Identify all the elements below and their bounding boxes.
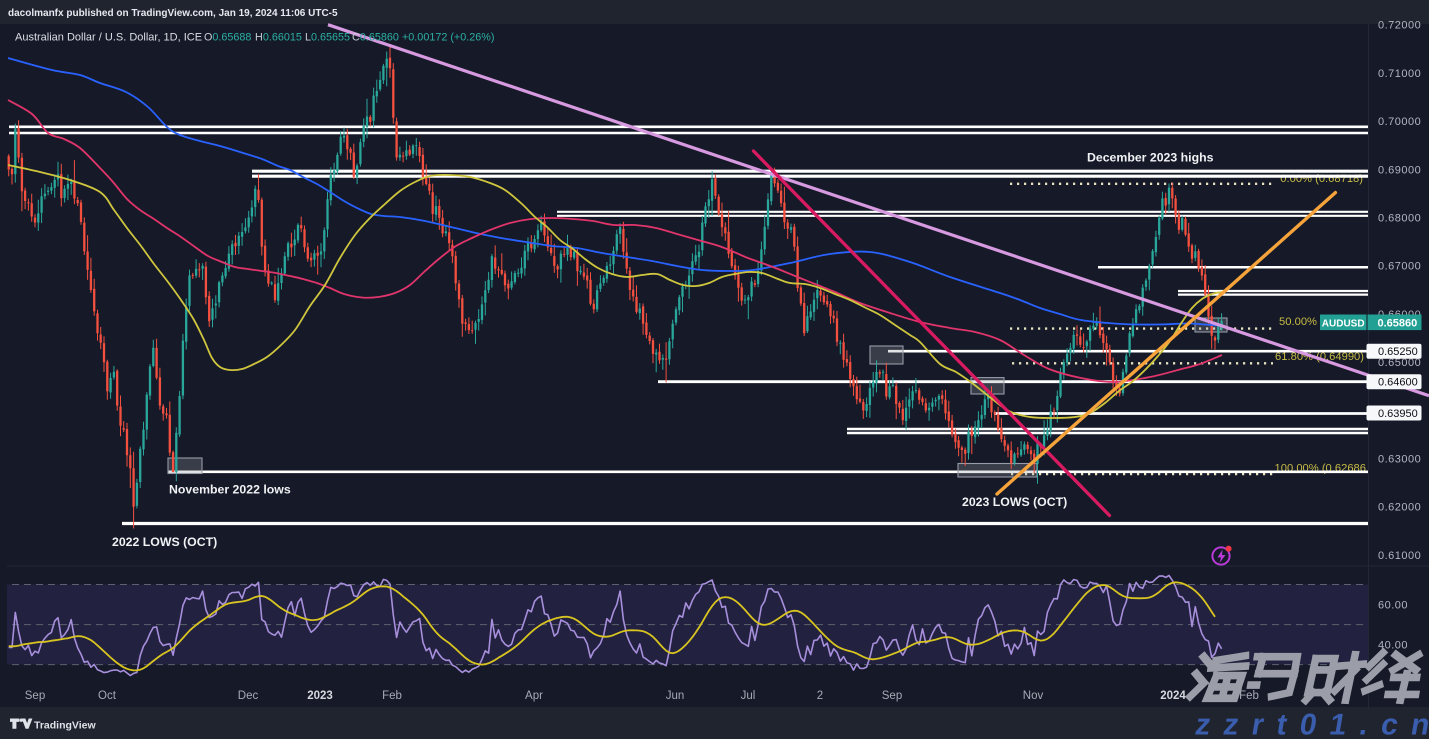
svg-text:AUDUSD: AUDUSD xyxy=(1322,319,1365,330)
svg-text:Sep: Sep xyxy=(882,690,902,702)
svg-text:Jul: Jul xyxy=(741,690,756,702)
svg-text:+0.00172 (+0.26%): +0.00172 (+0.26%) xyxy=(402,32,494,44)
svg-text:C0.65860: C0.65860 xyxy=(352,32,399,44)
svg-text:61.80% (0.64990): 61.80% (0.64990) xyxy=(1275,351,1364,363)
svg-text:2024: 2024 xyxy=(1160,690,1186,702)
svg-text:0.72000: 0.72000 xyxy=(1378,20,1421,32)
svg-text:0.65860: 0.65860 xyxy=(1378,318,1418,330)
svg-text:0.71000: 0.71000 xyxy=(1378,68,1421,80)
svg-text:50.00%: 50.00% xyxy=(1279,316,1317,328)
svg-text:Dec: Dec xyxy=(238,690,259,702)
svg-text:Australian Dollar / U.S. Dolla: Australian Dollar / U.S. Dollar, 1D, ICE xyxy=(15,32,202,44)
svg-text:0.65250: 0.65250 xyxy=(1378,346,1418,358)
svg-text:0.62000: 0.62000 xyxy=(1378,502,1421,514)
svg-text:L0.65655: L0.65655 xyxy=(305,32,350,44)
svg-text:TradingView: TradingView xyxy=(34,719,96,731)
svg-text:Feb: Feb xyxy=(1239,690,1259,702)
svg-text:2022 LOWS (OCT): 2022 LOWS (OCT) xyxy=(112,535,217,549)
svg-text:December 2023 highs: December 2023 highs xyxy=(1087,151,1214,165)
svg-text:Feb: Feb xyxy=(382,690,402,702)
svg-text:0.70000: 0.70000 xyxy=(1378,116,1421,128)
svg-text:40.00: 40.00 xyxy=(1378,639,1408,651)
svg-text:0.63000: 0.63000 xyxy=(1378,453,1421,465)
svg-text:Apr: Apr xyxy=(525,690,543,702)
svg-text:0.63950: 0.63950 xyxy=(1378,408,1418,420)
svg-text:H0.66015: H0.66015 xyxy=(255,32,302,44)
svg-text:dacolmanfx published on Tradin: dacolmanfx published on TradingView.com,… xyxy=(8,8,338,19)
svg-text:0.65000: 0.65000 xyxy=(1378,357,1421,369)
svg-text:0.64600: 0.64600 xyxy=(1378,377,1418,389)
svg-text:0.61000: 0.61000 xyxy=(1378,550,1421,562)
svg-text:2: 2 xyxy=(817,690,823,702)
svg-text:Jun: Jun xyxy=(666,690,685,702)
svg-text:2023 LOWS (OCT): 2023 LOWS (OCT) xyxy=(962,495,1067,509)
svg-text:zzrt01.cn: zzrt01.cn xyxy=(1193,709,1429,739)
svg-text:November 2022 lows: November 2022 lows xyxy=(169,483,291,497)
svg-text:60.00: 60.00 xyxy=(1378,599,1408,611)
svg-text:O0.65688: O0.65688 xyxy=(204,32,251,44)
svg-text:Sep: Sep xyxy=(25,690,45,702)
svg-text:0.67000: 0.67000 xyxy=(1378,261,1421,273)
svg-text:Oct: Oct xyxy=(98,690,117,702)
svg-text:Nov: Nov xyxy=(1023,690,1044,702)
svg-text:0.68000: 0.68000 xyxy=(1378,213,1421,225)
svg-text:2023: 2023 xyxy=(307,690,333,702)
svg-text:0.69000: 0.69000 xyxy=(1378,164,1421,176)
